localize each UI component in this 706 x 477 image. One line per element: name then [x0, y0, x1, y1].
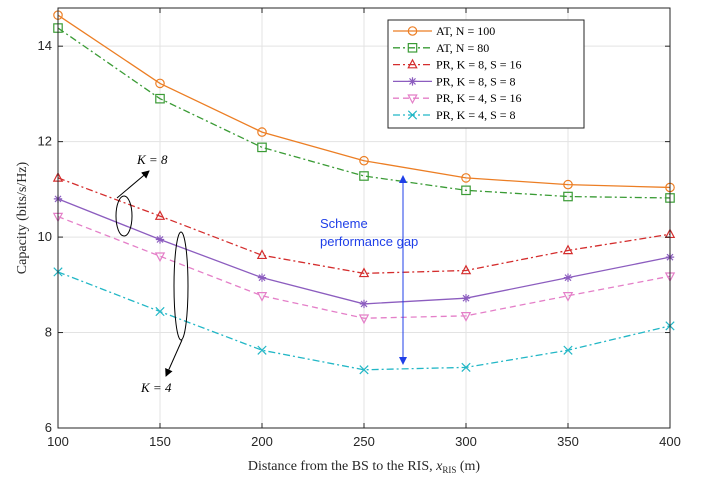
data-point [256, 291, 268, 302]
x-tick-label: 100 [47, 434, 69, 449]
data-point [155, 78, 165, 89]
series-line [57, 27, 671, 199]
data-point [257, 127, 267, 137]
k8-label: K = 8 [136, 152, 168, 167]
legend-item: PR, K = 8, S = 16 [393, 58, 522, 72]
data-point [359, 171, 369, 181]
data-point [407, 110, 418, 120]
data-point [563, 273, 573, 282]
data-point [562, 291, 574, 302]
legend-label: PR, K = 8, S = 8 [436, 74, 516, 88]
data-point [358, 267, 370, 278]
y-axis-label: Capacity (bits/s/Hz) [15, 161, 30, 274]
legend-label: AT, N = 100 [436, 24, 495, 38]
data-point [155, 235, 165, 244]
y-tick-label: 12 [38, 134, 52, 149]
data-point [563, 179, 573, 190]
data-point [154, 210, 166, 220]
data-point [155, 306, 165, 317]
data-point [359, 365, 369, 375]
data-point [461, 173, 471, 183]
series-2 [53, 23, 675, 203]
data-point [154, 252, 166, 263]
data-point [407, 42, 418, 53]
data-point [563, 345, 573, 355]
data-point [358, 314, 370, 325]
data-point [460, 264, 472, 275]
data-point [257, 142, 267, 153]
legend-label: AT, N = 80 [436, 41, 489, 55]
data-point [256, 249, 268, 260]
tick-labels: 100 150 200 250 300 350 400 6 8 10 12 14 [38, 8, 681, 449]
legend-label: PR, K = 4, S = 8 [436, 108, 516, 122]
y-tick-label: 8 [45, 325, 52, 340]
data-point [408, 77, 417, 86]
data-point [359, 299, 369, 309]
k4-arrow [165, 339, 183, 377]
data-point [461, 185, 471, 196]
series-5 [52, 212, 676, 325]
x-tick-label: 350 [557, 434, 579, 449]
data-point [257, 273, 267, 282]
k8-ellipse [115, 195, 133, 237]
legend-item: AT, N = 80 [393, 41, 489, 55]
x-tick-label: 300 [455, 434, 477, 449]
data-point [563, 191, 573, 202]
legend-label: PR, K = 4, S = 16 [436, 91, 522, 105]
series-line [57, 14, 671, 189]
legend-item: PR, K = 4, S = 8 [393, 108, 516, 122]
data-point [461, 293, 471, 303]
legend-label: PR, K = 8, S = 16 [436, 58, 522, 72]
y-tick-label: 6 [45, 420, 52, 435]
y-tick-label: 10 [38, 229, 52, 244]
legend-item: PR, K = 8, S = 8 [393, 74, 516, 88]
x-tick-label: 150 [149, 434, 171, 449]
gap-label-line2: performance gap [320, 234, 418, 249]
data-point [461, 362, 471, 373]
k4-ellipse [173, 231, 189, 341]
plot-frame [57, 7, 671, 429]
legend: AT, N = 100 AT, N = 80 PR, K = 8, S = 16 PR… [387, 19, 585, 129]
k8-arrow [116, 170, 150, 199]
data-point [407, 58, 418, 69]
legend-box [387, 19, 585, 129]
data-point [460, 312, 472, 322]
k4-label: K = 4 [140, 380, 172, 395]
data-point [407, 94, 418, 105]
gap-label-line1: Scheme [320, 216, 368, 231]
annotations: K = 8 K = 4 Scheme performance gap [115, 152, 418, 395]
data-point [359, 155, 369, 166]
series-line [57, 215, 671, 319]
series-line [57, 177, 671, 275]
data-point [562, 244, 574, 255]
data-point [155, 93, 165, 104]
data-point [257, 345, 267, 355]
x-axis-label: Distance from the BS to the RIS, xRIS (m… [248, 459, 480, 475]
data-point [407, 26, 418, 36]
series-layer [52, 10, 676, 375]
legend-item: AT, N = 100 [393, 24, 495, 38]
y-tick-label: 14 [38, 38, 52, 53]
x-tick-label: 200 [251, 434, 273, 449]
series-6 [53, 267, 675, 375]
x-tick-label: 400 [659, 434, 681, 449]
x-tick-label: 250 [353, 434, 375, 449]
legend-item: PR, K = 4, S = 16 [393, 91, 522, 105]
